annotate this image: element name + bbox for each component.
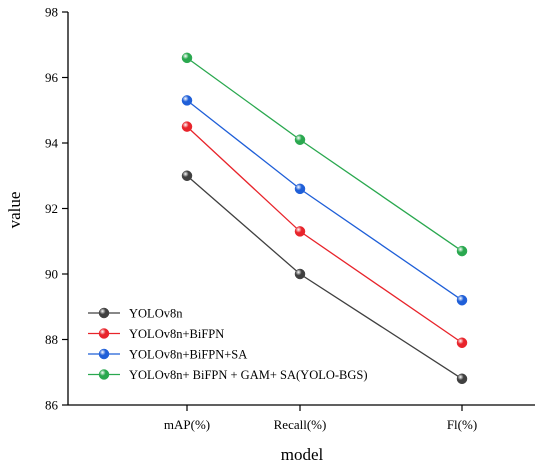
data-point bbox=[181, 170, 193, 181]
legend-marker bbox=[98, 307, 110, 319]
legend-item: YOLOv8n+ BiFPN + GAM+ SA(YOLO-BGS) bbox=[88, 368, 368, 382]
series-line bbox=[186, 57, 463, 252]
legend-item: YOLOv8n+BiFPN+SA bbox=[88, 348, 247, 362]
series-3 bbox=[181, 95, 468, 306]
legend-label: YOLOv8n bbox=[129, 307, 183, 321]
y-tick-label: 86 bbox=[45, 398, 59, 413]
data-point bbox=[456, 373, 468, 385]
y-tick-label: 96 bbox=[45, 70, 59, 85]
legend-item: YOLOv8n bbox=[88, 307, 183, 321]
data-point bbox=[294, 134, 306, 145]
series-line bbox=[186, 99, 463, 301]
series-4 bbox=[181, 52, 468, 257]
data-point bbox=[294, 268, 306, 280]
series-layer bbox=[181, 52, 468, 385]
y-tick-label: 90 bbox=[45, 267, 58, 282]
legend-label: YOLOv8n+BiFPN+SA bbox=[129, 348, 247, 362]
x-tick-label: mAP(%) bbox=[164, 417, 210, 432]
y-tick-label: 92 bbox=[45, 201, 58, 216]
legend-label: YOLOv8n+BiFPN bbox=[129, 327, 224, 341]
legend-marker bbox=[98, 369, 110, 380]
legend-item: YOLOv8n+BiFPN bbox=[88, 327, 224, 341]
y-tick-label: 88 bbox=[45, 332, 58, 347]
legend-label: YOLOv8n+ BiFPN + GAM+ SA(YOLO-BGS) bbox=[129, 368, 368, 382]
data-point bbox=[181, 95, 193, 106]
y-tick-label: 98 bbox=[45, 5, 58, 20]
series-2 bbox=[181, 121, 468, 349]
data-point bbox=[294, 226, 306, 237]
data-point bbox=[456, 245, 468, 257]
y-ticks: 86 88 90 92 94 96 98 bbox=[45, 5, 68, 413]
y-tick-label: 94 bbox=[45, 136, 59, 151]
legend-marker bbox=[98, 328, 110, 339]
x-tick-label: Recall(%) bbox=[274, 417, 327, 432]
x-axis-title: model bbox=[281, 445, 324, 464]
data-point bbox=[181, 121, 193, 132]
data-point bbox=[456, 294, 468, 306]
data-point bbox=[456, 337, 468, 349]
x-ticks: mAP(%) Recall(%) Fl(%) bbox=[164, 405, 477, 432]
data-point bbox=[181, 52, 193, 64]
x-tick-label: Fl(%) bbox=[447, 417, 477, 432]
legend: YOLOv8n YOLOv8n+BiFPN YOLOv8n+BiFPN+SA YOLO… bbox=[88, 307, 368, 382]
data-point bbox=[294, 183, 306, 195]
series-line bbox=[186, 126, 463, 344]
y-axis-title: value bbox=[5, 192, 24, 229]
legend-marker bbox=[98, 348, 110, 360]
series-1 bbox=[181, 170, 468, 385]
